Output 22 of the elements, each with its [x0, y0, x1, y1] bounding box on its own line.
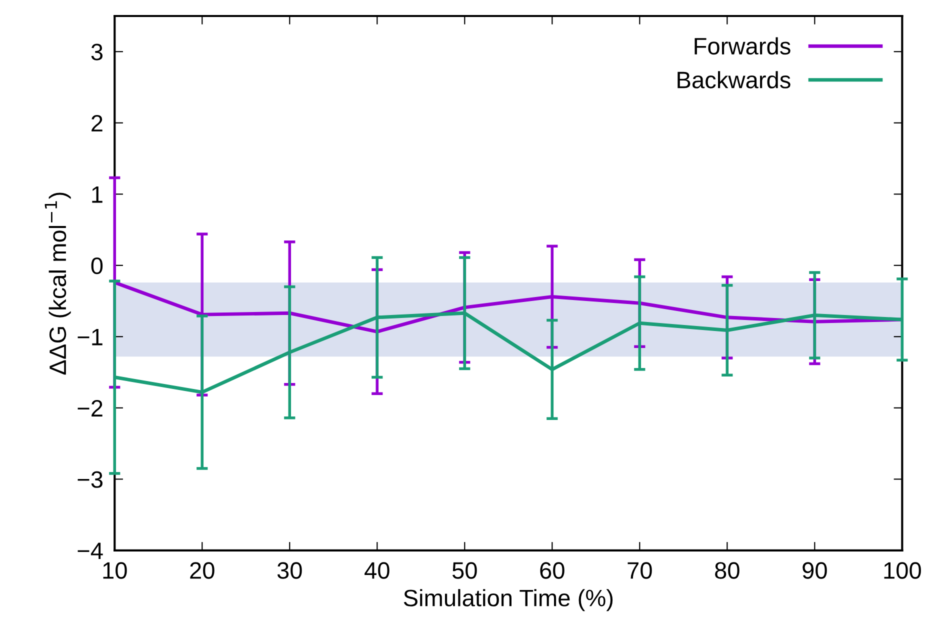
x-tick-label: 30: [277, 562, 302, 579]
x-tick-label: 60: [540, 562, 564, 579]
x-tick-label: 70: [628, 562, 652, 579]
x-tick-label: 20: [190, 562, 214, 579]
y-tick-label: 3: [91, 44, 102, 60]
y-tick-label: −4: [78, 542, 103, 559]
legend-label: Forwards: [694, 37, 790, 55]
x-tick-label: 50: [452, 562, 477, 579]
x-tick-label: 80: [715, 562, 740, 579]
x-tick-label: 100: [884, 562, 921, 579]
y-tick-label: 0: [91, 257, 103, 274]
y-tick-label: −1: [78, 328, 102, 346]
y-tick-label: −3: [78, 471, 102, 488]
x-tick-label: 40: [364, 562, 390, 579]
x-axis-title: Simulation Time (%): [404, 589, 613, 612]
y-tick-label: 2: [92, 114, 102, 132]
x-tick-label: 10: [103, 562, 127, 579]
y-axis-title: ΔΔG (kcal mol$^{−1}$): [44, 192, 71, 375]
x-tick-label: 90: [802, 562, 827, 579]
y-tick-label: 1: [92, 186, 102, 203]
legend-label: Backwards: [678, 71, 790, 88]
y-tick-label: −2: [78, 400, 102, 416]
